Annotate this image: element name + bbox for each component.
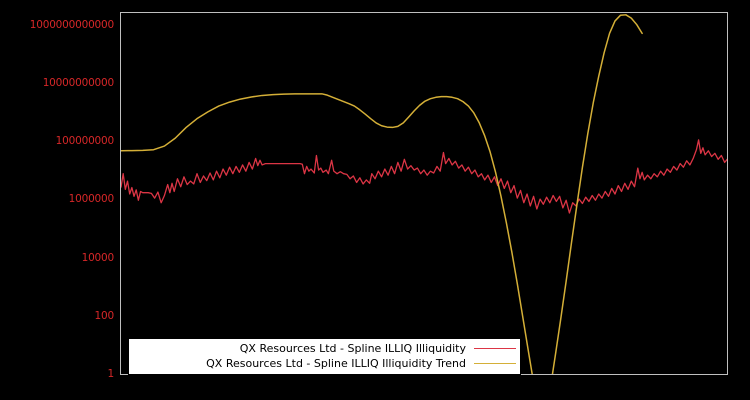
chart-legend: QX Resources Ltd - Spline ILLIQ Illiquid… — [128, 338, 521, 375]
y-tick-label: 100000000 — [55, 135, 115, 148]
y-tick-label: 1000000000000 — [29, 18, 114, 31]
legend-color-swatch — [474, 348, 516, 349]
y-tick-label: 100 — [94, 309, 115, 322]
legend-entry-label: QX Resources Ltd - Spline ILLIQ Illiquid… — [206, 357, 466, 370]
series-line-illiquidity — [121, 139, 727, 214]
y-tick-label: 1 — [107, 368, 115, 380]
y-tick-label: 10000000000 — [42, 77, 114, 90]
y-tick-label: 1000000 — [68, 193, 115, 206]
legend-entry-label: QX Resources Ltd - Spline ILLIQ Illiquid… — [239, 342, 466, 355]
series-line-trend — [121, 14, 643, 374]
plot-area — [120, 12, 728, 375]
plot-svg — [121, 14, 727, 374]
legend-entry: QX Resources Ltd - Spline ILLIQ Illiquid… — [133, 341, 516, 356]
legend-color-swatch — [474, 363, 516, 364]
legend-entry: QX Resources Ltd - Spline ILLIQ Illiquid… — [133, 356, 516, 371]
y-axis-tick-labels: 1 100 10000 1000000 100000000 10000000000 1000… — [0, 0, 114, 400]
y-tick-label: 10000 — [81, 251, 115, 264]
